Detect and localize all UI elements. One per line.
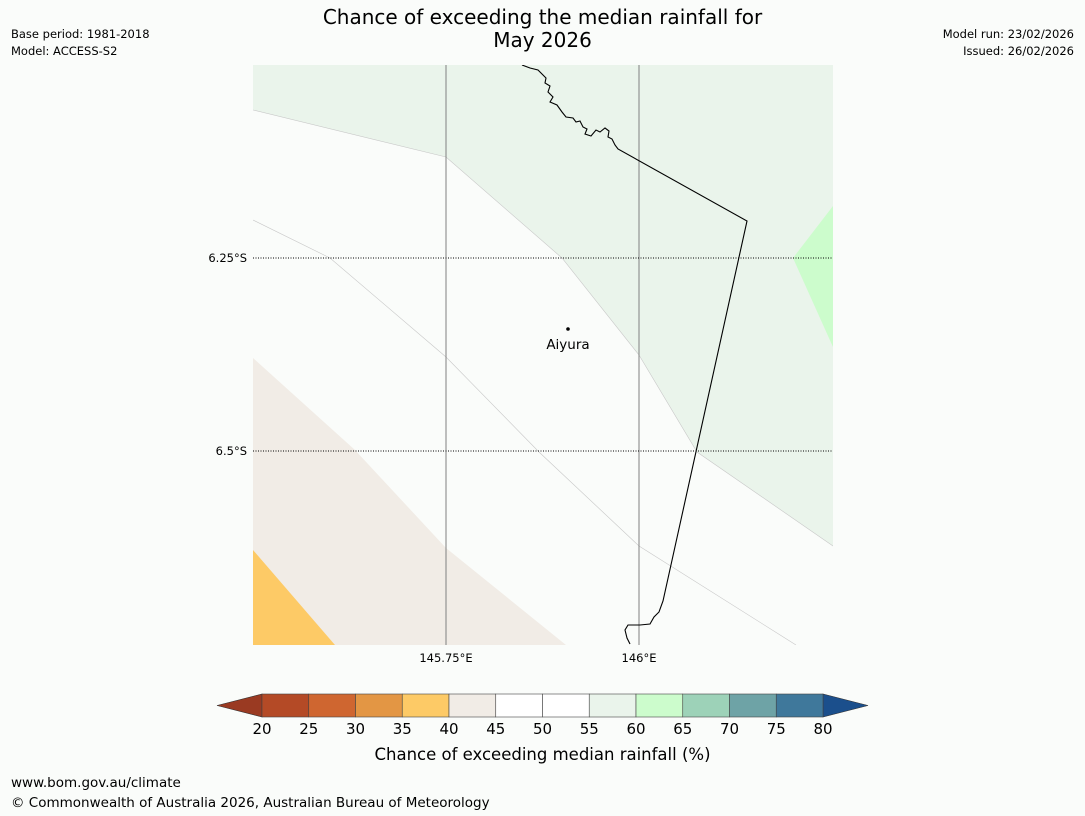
colorbar-segment [261,693,310,718]
border-line [521,65,748,645]
colorbar-segment [635,693,684,718]
colorbar-segment [448,693,497,718]
footer-copyright: © Commonwealth of Australia 2026, Austra… [11,795,490,811]
right-metadata: Model run: 23/02/2026 Issued: 26/02/2026 [943,26,1074,60]
colorbar-segment [682,693,730,718]
colorbar-tick-label: 40 [439,720,459,738]
colorbar-under-arrow [216,693,263,718]
map-title: Chance of exceeding the median rainfall … [0,6,1085,52]
left-metadata: Base period: 1981-2018 Model: ACCESS-S2 [11,26,150,60]
colorbar-tick-label: 80 [813,720,833,738]
colorbar-tick-label: 25 [299,720,319,738]
title-line-1: Chance of exceeding the median rainfall … [322,5,763,29]
colorbar-segment [495,693,543,718]
colorbar [216,693,869,718]
colorbar-tick-label: 45 [486,720,506,738]
forecast-map: Aiyura [253,65,833,645]
colorbar-segment [308,693,356,718]
lat-label-6-25: 6.25°S [208,251,247,265]
region-60-65 [793,206,833,347]
place-label-aiyura: Aiyura [546,337,589,353]
lat-label-6-5: 6.5°S [215,444,247,458]
contour-line [253,109,833,547]
colorbar-segment [542,693,590,718]
region-55-60 [253,65,833,546]
model-name: Model: ACCESS-S2 [11,44,118,58]
colorbar-segment [729,693,777,718]
lon-label-146: 146°E [621,651,657,665]
colorbar-tick-label: 75 [766,720,786,738]
colorbar-tick-label: 65 [673,720,693,738]
colorbar-tick-label: 35 [392,720,412,738]
colorbar-tick-label: 30 [345,720,366,738]
lon-label-145-75: 145.75°E [419,651,473,665]
colorbar-tick-label: 50 [532,720,553,738]
model-run: Model run: 23/02/2026 [942,27,1074,41]
title-line-2: May 2026 [493,28,592,52]
colorbar-title: Chance of exceeding median rainfall (%) [374,745,711,764]
issued-date: Issued: 26/02/2026 [963,44,1074,58]
colorbar-tick-label: 55 [579,720,599,738]
colorbar-tick-label: 60 [626,720,646,738]
colorbar-segment [355,693,403,718]
base-period: Base period: 1981-2018 [11,27,150,41]
colorbar-over-arrow [822,693,869,718]
region-35-40 [253,550,335,645]
colorbar-segment [401,693,450,718]
region-40-45 [253,358,566,645]
aiyura-marker [566,327,570,331]
colorbar-ticks: 20 25 30 35 40 45 50 55 60 65 70 75 80 [0,720,1085,740]
footer-url: www.bom.gov.au/climate [11,775,181,791]
contour-line [253,219,797,645]
colorbar-tick-label: 20 [252,720,272,738]
colorbar-tick-label: 70 [719,720,740,738]
colorbar-segment [775,693,824,718]
colorbar-segment [588,693,637,718]
